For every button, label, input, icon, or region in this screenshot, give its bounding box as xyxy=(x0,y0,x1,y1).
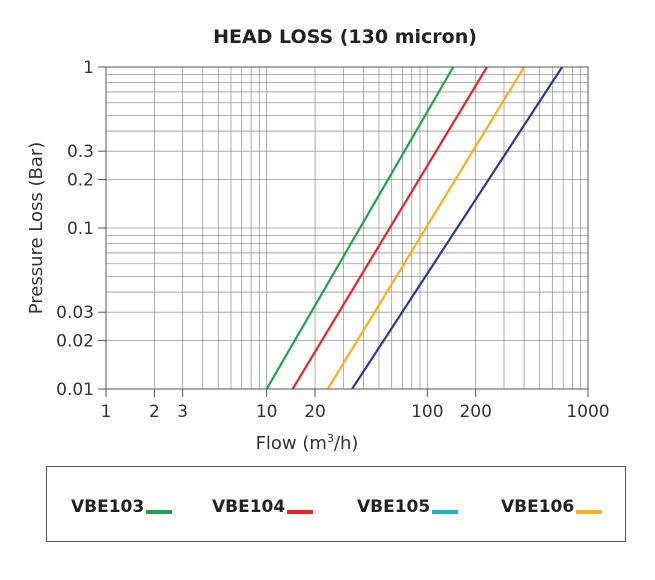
x-tick-label: 20 xyxy=(304,402,326,422)
x-tick-label: 1000 xyxy=(566,402,609,422)
legend-item-2: VBE104 xyxy=(212,497,314,517)
x-tick-label: 10 xyxy=(256,402,278,422)
plot-frame xyxy=(105,66,589,390)
legend-label: VBE103 xyxy=(71,497,145,517)
legend-label: VBE104 xyxy=(212,497,286,517)
y-tick-label: 0.2 xyxy=(67,171,94,191)
series-line-3 xyxy=(326,66,526,390)
chart-plot: 1 2 3 10 20 100 200 1000 0.01 0.02 0.03 0.1 0.2 0.31 … xyxy=(26,58,610,454)
x-axis-label: Flow (m3/h) xyxy=(256,432,359,454)
y-tick-label: 0.3 xyxy=(67,142,94,162)
legend: VBE103 VBE104 VBE105 VBE106 xyxy=(46,466,626,542)
tick-layer: 1 2 3 10 20 100 200 1000 0.01 0.02 0.03 0.1 0.2 0.3 1 xyxy=(56,58,609,422)
legend-swatch xyxy=(576,509,603,514)
legend-label: VBE105 xyxy=(357,497,431,517)
x-tick-label: 200 xyxy=(459,402,491,422)
x-tick-label: 100 xyxy=(411,402,443,422)
legend-item-3: VBE105 xyxy=(357,497,459,517)
y-tick-label: 1 xyxy=(83,58,94,78)
legend-item-1: VBE103 xyxy=(71,497,173,517)
chart-title: HEAD LOSS (130 micron) xyxy=(213,26,477,48)
series-line-1 xyxy=(265,66,455,390)
grid-lines xyxy=(106,67,588,389)
x-tick-label: 3 xyxy=(177,402,188,422)
legend-swatch xyxy=(146,509,173,514)
y-tick-label: 0.02 xyxy=(56,332,94,352)
series-line-4 xyxy=(351,66,564,390)
series-line-2 xyxy=(291,66,488,390)
y-tick-label: 0.1 xyxy=(67,219,94,239)
x-tick-label: 2 xyxy=(149,402,160,422)
y-axis-label: Pressure Loss (Bar) xyxy=(26,142,47,315)
y-tick-label: 0.01 xyxy=(56,380,94,400)
y-tick-label: 0.03 xyxy=(56,303,94,323)
x-tick-label: 1 xyxy=(101,402,112,422)
legend-swatch xyxy=(287,509,314,514)
series-layer xyxy=(265,66,564,390)
legend-swatch xyxy=(432,509,459,514)
legend-label: VBE106 xyxy=(501,497,575,517)
legend-item-4: VBE106 xyxy=(501,497,603,517)
